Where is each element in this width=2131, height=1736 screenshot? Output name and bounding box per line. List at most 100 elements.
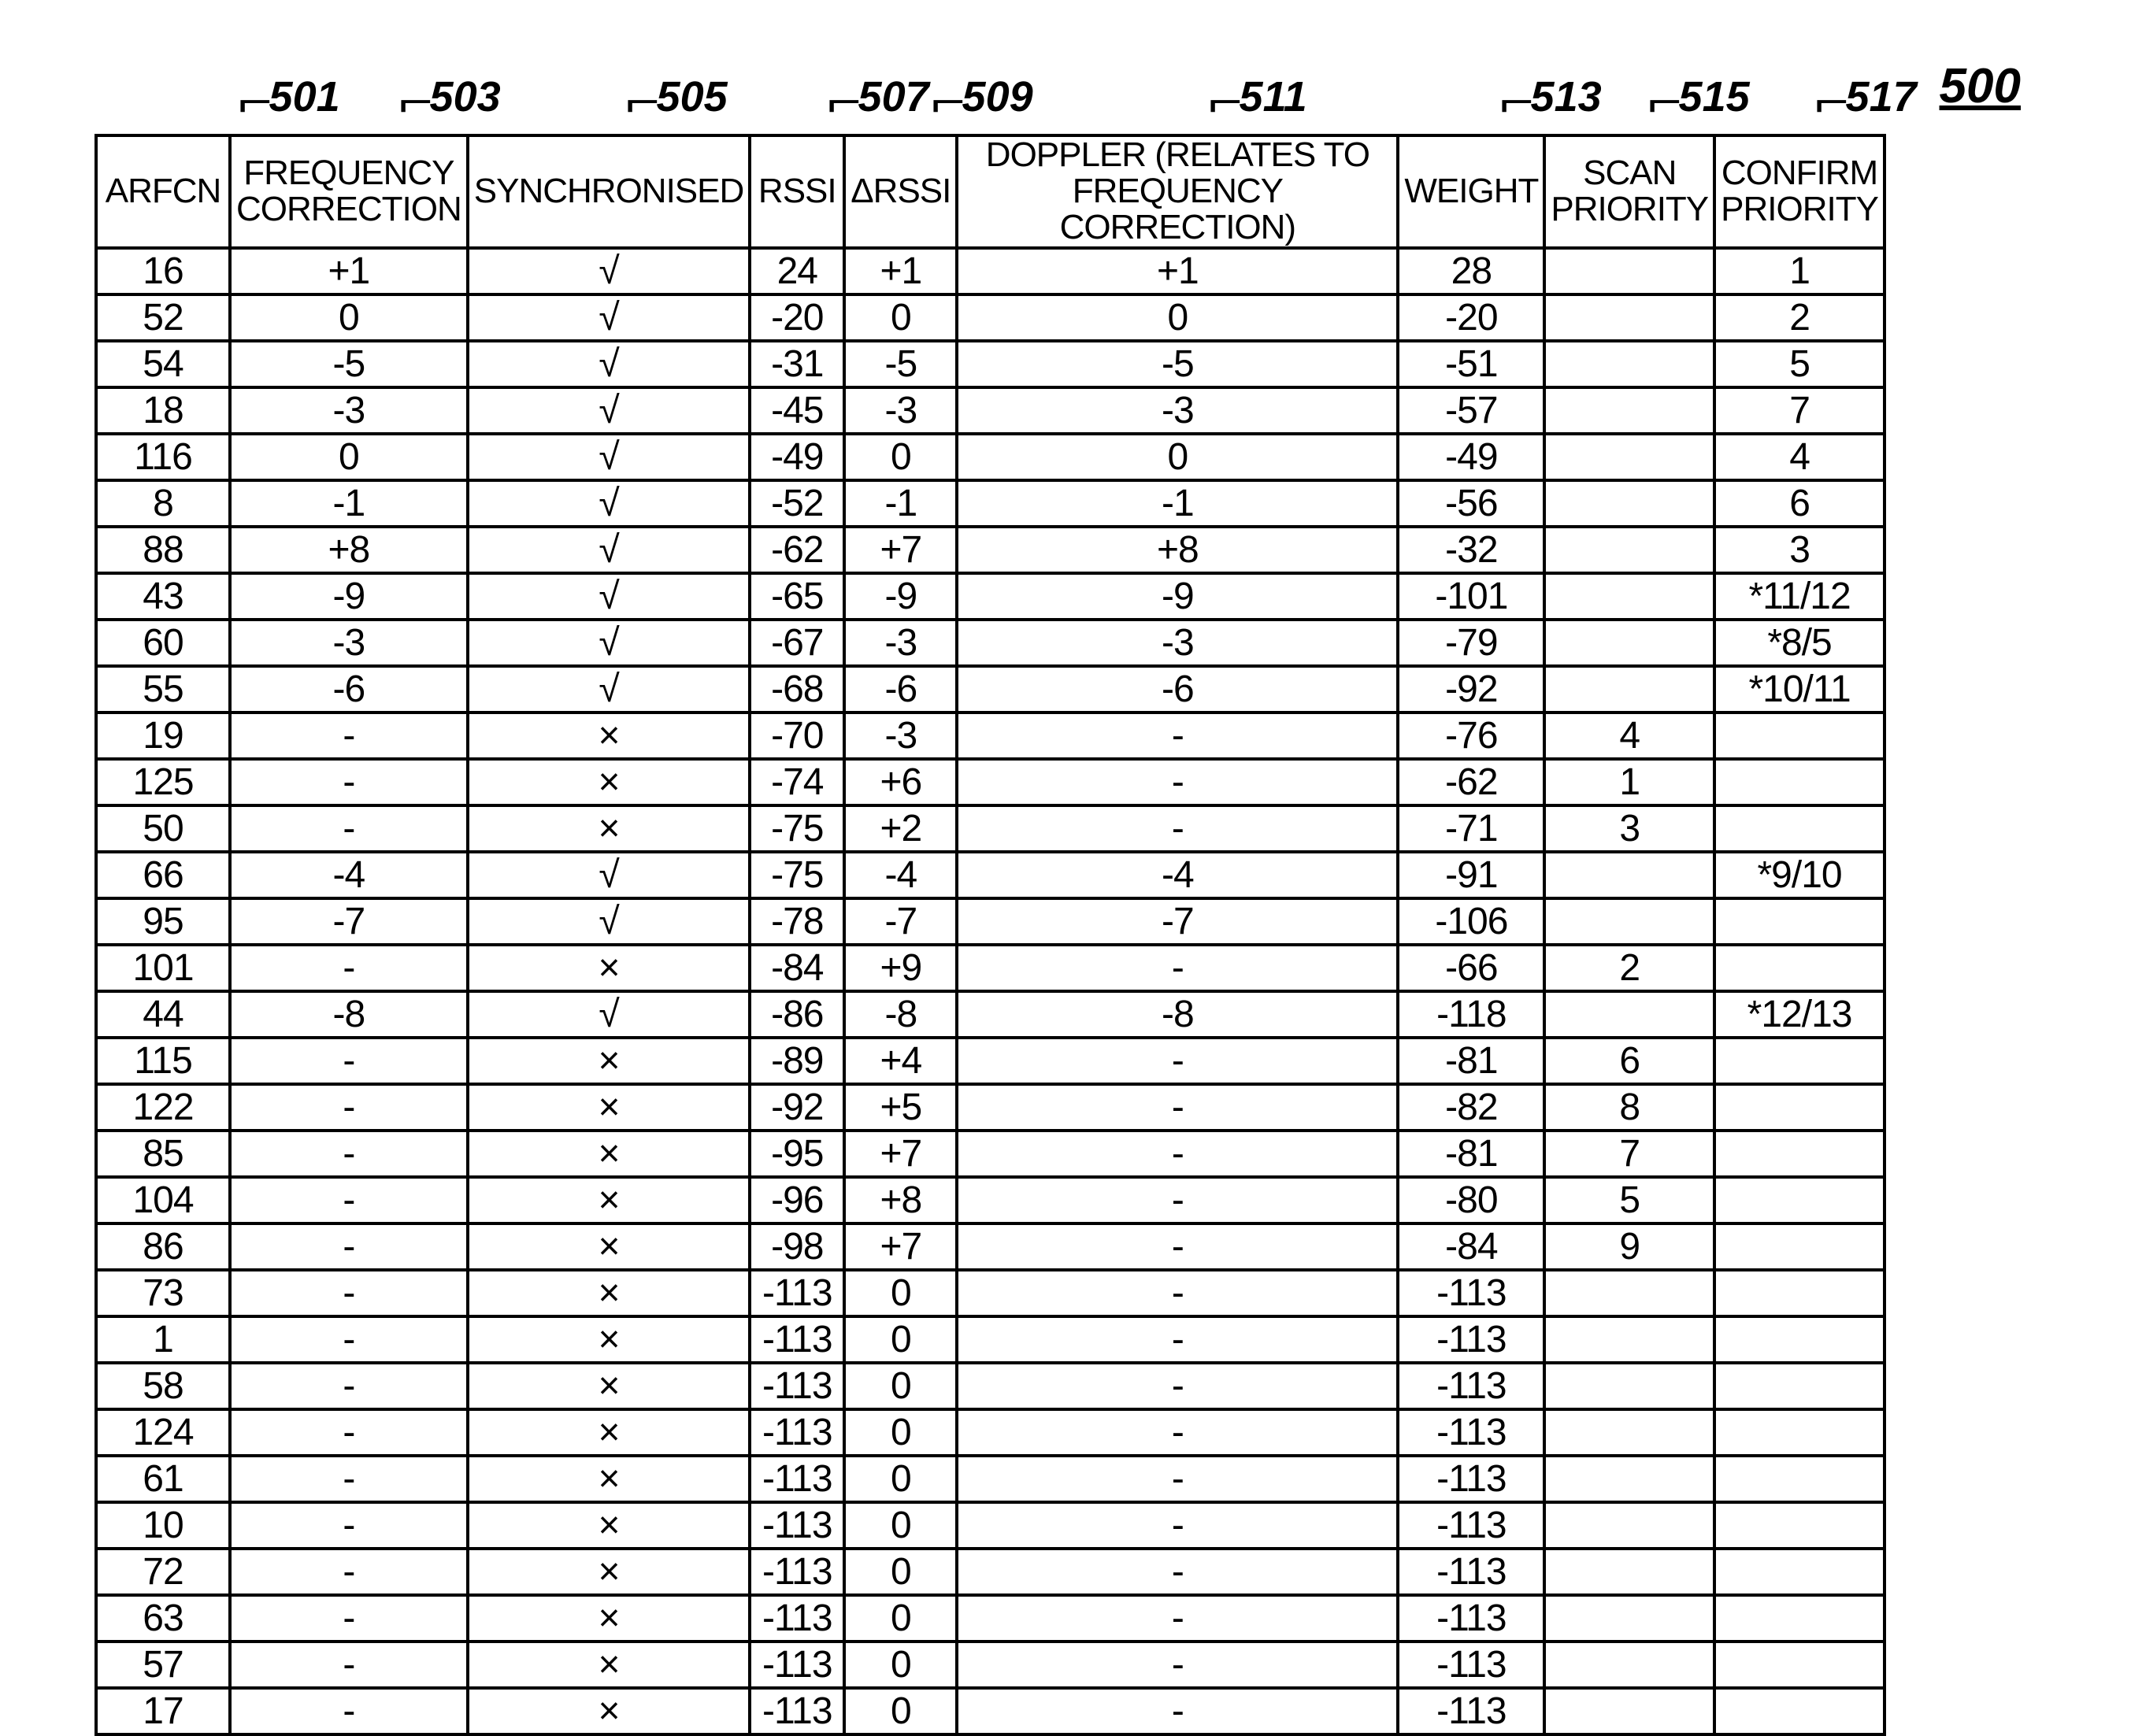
callout-hook-icon: ⌐ [398,77,433,126]
table-cell: -3 [844,713,957,759]
table-cell: +4 [844,1038,957,1084]
table-cell: - [230,1642,468,1688]
table-cell: - [957,1223,1398,1270]
table-cell: - [230,1549,468,1595]
col-freqcor: FREQUENCYCORRECTION [230,135,468,248]
table-row: 16+1√24+1+1281 [96,248,1885,294]
table-cell: -49 [1398,434,1544,480]
table-cell: +7 [844,1223,957,1270]
table-row: 86-×-98+7--849 [96,1223,1885,1270]
table-cell: 1 [1714,248,1885,294]
callout-hook-icon: ⌐ [1814,77,1849,126]
table-cell: - [230,1084,468,1131]
table-cell [1544,1688,1714,1734]
table-cell: 0 [844,1642,957,1688]
table-cell: 0 [844,1270,957,1316]
table-cell: - [230,1595,468,1642]
header-line: ΔRSSI [851,172,951,210]
table-cell: +1 [957,248,1398,294]
callout-text: 503 [430,73,501,120]
table-cell: -3 [230,620,468,666]
table-cell [1544,248,1714,294]
header-line: WEIGHT [1404,172,1538,210]
table-cell: 28 [1398,248,1544,294]
table-cell: 24 [750,248,844,294]
table-cell [1544,1502,1714,1549]
callout-hook-icon: ⌐ [625,77,660,126]
callout-text: 501 [269,73,340,120]
table-cell: 0 [844,1549,957,1595]
table-cell [1714,1270,1885,1316]
table-cell [1714,1131,1885,1177]
callout-hook-icon: ⌐ [1647,77,1682,126]
table-cell: - [230,1688,468,1734]
table-cell: - [230,1270,468,1316]
table-cell: -71 [1398,805,1544,852]
table-cell: -1 [844,480,957,527]
table-cell: √ [468,852,750,898]
table-cell: -52 [750,480,844,527]
table-cell: - [957,1084,1398,1131]
table-cell [1544,1595,1714,1642]
table-cell: -74 [750,759,844,805]
table-cell: × [468,1223,750,1270]
table-row: 18-3√-45-3-3-577 [96,387,1885,434]
table-cell: 66 [96,852,230,898]
table-cell: -78 [750,898,844,945]
table-cell: - [957,1688,1398,1734]
column-callout: ⌐509 [936,72,1033,121]
table-cell [1544,1549,1714,1595]
table-cell [1714,805,1885,852]
table-cell [1714,898,1885,945]
column-callout: ⌐515 [1652,72,1750,121]
table-cell: - [230,1502,468,1549]
callout-text: 511 [1240,73,1307,120]
table-cell: - [957,759,1398,805]
table-cell [1714,1084,1885,1131]
table-row: 50-×-75+2--713 [96,805,1885,852]
table-cell [1544,434,1714,480]
table-cell [1714,1595,1885,1642]
table-cell: 58 [96,1363,230,1409]
table-cell: √ [468,898,750,945]
table-cell: *12/13 [1714,991,1885,1038]
table-cell: 44 [96,991,230,1038]
table-cell: -3 [844,620,957,666]
table-cell: × [468,1549,750,1595]
table-cell: -80 [1398,1177,1544,1223]
table-cell: 54 [96,341,230,387]
table-cell: -62 [750,527,844,573]
table-cell [1544,991,1714,1038]
table-cell: × [468,1456,750,1502]
table-cell: 104 [96,1177,230,1223]
table-cell: -5 [230,341,468,387]
table-cell: -76 [1398,713,1544,759]
table-cell: 2 [1544,945,1714,991]
table-cell: × [468,1316,750,1363]
table-cell: 6 [1544,1038,1714,1084]
table-cell: 6 [1714,480,1885,527]
table-cell: 0 [844,1595,957,1642]
table-row: 101-×-84+9--662 [96,945,1885,991]
table-cell: √ [468,387,750,434]
callout-hook-icon: ⌐ [1499,77,1534,126]
table-cell: -96 [750,1177,844,1223]
table-row: 88+8√-62+7+8-323 [96,527,1885,573]
table-cell: 4 [1544,713,1714,759]
table-cell: × [468,1270,750,1316]
table-cell: -98 [750,1223,844,1270]
col-confp: CONFIRMPRIORITY [1714,135,1885,248]
table-cell: *8/5 [1714,620,1885,666]
table-cell: -32 [1398,527,1544,573]
table-cell: × [468,1642,750,1688]
table-cell: 17 [96,1688,230,1734]
table-cell: - [230,1409,468,1456]
table-cell [1714,945,1885,991]
table-cell: -4 [230,852,468,898]
table-cell: *11/12 [1714,573,1885,620]
table-cell: - [957,1131,1398,1177]
table-cell [1714,1177,1885,1223]
table-cell: -95 [750,1131,844,1177]
table-row: 54-5√-31-5-5-515 [96,341,1885,387]
table-cell: 63 [96,1595,230,1642]
